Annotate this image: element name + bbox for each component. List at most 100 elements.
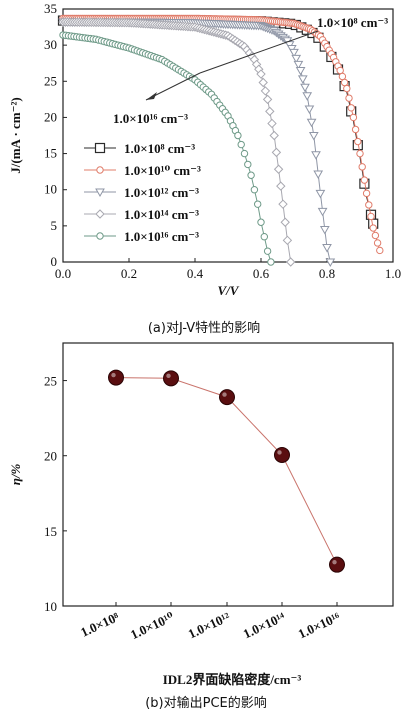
- data-point: [311, 151, 321, 160]
- data-point: [362, 189, 371, 198]
- x-tick-label: 0.4: [187, 266, 204, 281]
- pce-point: [274, 446, 290, 463]
- data-point: [371, 231, 380, 240]
- caption: (b)对输出PCE的影响: [145, 695, 267, 711]
- data-point: [313, 170, 324, 180]
- data-point: [317, 207, 328, 217]
- x-tick-label: 1.0×10¹²: [186, 609, 233, 641]
- data-point: [325, 258, 336, 268]
- x-tick-label: 0.6: [253, 266, 270, 281]
- legend-label: 1.0×10¹² cm⁻³: [124, 185, 199, 200]
- data-point: [295, 66, 306, 76]
- data-point: [260, 86, 271, 96]
- data-point: [356, 149, 364, 158]
- data-point: [291, 54, 302, 64]
- y-tick-label: 35: [44, 1, 57, 16]
- data-point: [256, 69, 266, 79]
- data-point: [373, 239, 382, 247]
- jv-chart: 0.0 0.2 0.4 0.6 0.8 1.0 0 5 10 15 20 25 30 35 V/V J/(mA…: [8, 1, 401, 336]
- annotation-label: 1.0×10¹⁶ cm⁻³: [113, 111, 188, 126]
- legend-marker: [96, 166, 104, 174]
- data-point: [365, 201, 373, 209]
- data-point: [237, 140, 245, 149]
- y-tick-label: 10: [44, 182, 57, 197]
- pce-point: [219, 389, 235, 406]
- x-tick-label: 1.0×10⁸: [78, 609, 121, 640]
- x-axis-label: IDL2界面缺陷密度/cm⁻³: [163, 672, 302, 687]
- y-tick-label: 30: [44, 37, 57, 52]
- data-point: [282, 235, 293, 246]
- data-point: [280, 217, 290, 227]
- data-point: [285, 257, 296, 267]
- arrowhead: [146, 92, 157, 100]
- data-point: [351, 125, 360, 134]
- y-tick-label: 20: [44, 449, 57, 464]
- y-tick-label: 0: [51, 254, 58, 269]
- data-point: [358, 163, 366, 171]
- series-4: [59, 31, 275, 266]
- data-point: [269, 130, 279, 141]
- data-point: [278, 199, 288, 209]
- data-point: [308, 132, 319, 141]
- data-point: [234, 131, 242, 140]
- data-point: [360, 176, 369, 184]
- series-3: [58, 17, 296, 267]
- data-point: [265, 106, 275, 117]
- legend-label: 1.0×10¹⁰ cm⁻³: [124, 163, 201, 178]
- legend: 1.0×10⁸ cm⁻³ 1.0×10¹⁰ cm⁻³ 1.0×10¹² cm⁻³ 1.…: [84, 141, 201, 244]
- data-point: [300, 83, 310, 93]
- data-point: [322, 244, 332, 253]
- y-tick-label: 10: [44, 599, 57, 614]
- data-point: [240, 149, 249, 158]
- y-tick-label: 15: [44, 524, 57, 539]
- data-point: [315, 189, 326, 199]
- data-point: [271, 147, 282, 158]
- y-tick-label: 20: [44, 109, 57, 124]
- x-tick-label: 0.8: [319, 266, 335, 281]
- data-point: [263, 247, 272, 255]
- data-point: [336, 66, 344, 75]
- data-point: [302, 92, 313, 101]
- y-tick-label: 25: [44, 374, 57, 389]
- x-tick-label: 1.0×10¹⁶: [296, 609, 343, 641]
- legend-label: 1.0×10⁸ cm⁻³: [124, 141, 195, 156]
- y-tick-label: 15: [44, 146, 57, 161]
- pce-chart: 10 15 20 25 1.0×10⁸ 1.0×10¹⁰ 1.0×10¹² 1.0×10¹⁴ 1…: [8, 342, 394, 711]
- legend-marker: [94, 142, 106, 154]
- legend-marker: [95, 188, 105, 198]
- legend-label: 1.0×10¹⁶ cm⁻³: [124, 229, 199, 244]
- x-tick-label: 0.0: [55, 266, 71, 281]
- data-point: [273, 164, 284, 174]
- data-point: [276, 181, 286, 191]
- pce-point-highlight: [332, 559, 337, 565]
- x-tick-label: 1.0×10¹⁴: [241, 609, 288, 641]
- x-axis-label: V/V: [218, 283, 240, 298]
- data-point: [376, 246, 384, 255]
- data-point: [297, 75, 308, 84]
- data-point: [304, 105, 315, 115]
- pce-point-highlight: [222, 392, 227, 397]
- pce-line: [115, 377, 338, 565]
- pce-point: [108, 369, 124, 386]
- data-point: [260, 233, 268, 241]
- series-line: [63, 21, 331, 263]
- annotations: 1.0×10⁸ cm⁻³ 1.0×10¹⁶ cm⁻³: [113, 15, 388, 126]
- data-point: [244, 160, 252, 169]
- data-point: [340, 78, 349, 87]
- data-point: [306, 118, 317, 128]
- x-tick-label: 1.0: [385, 266, 401, 281]
- data-point: [293, 60, 304, 70]
- pce-point-highlight: [111, 372, 116, 378]
- legend-label: 1.0×10¹⁴ cm⁻³: [124, 207, 199, 222]
- plot-frame: [62, 342, 394, 607]
- data-point: [343, 84, 351, 93]
- y-axis-label: J/(mA · cm⁻²): [8, 97, 23, 173]
- pce-point: [329, 556, 345, 573]
- pce-point-highlight: [166, 373, 171, 379]
- data-point: [367, 212, 375, 221]
- x-tick-label: 0.2: [121, 266, 137, 281]
- data-point: [257, 218, 265, 226]
- legend-marker: [95, 209, 105, 219]
- data-point: [262, 94, 273, 105]
